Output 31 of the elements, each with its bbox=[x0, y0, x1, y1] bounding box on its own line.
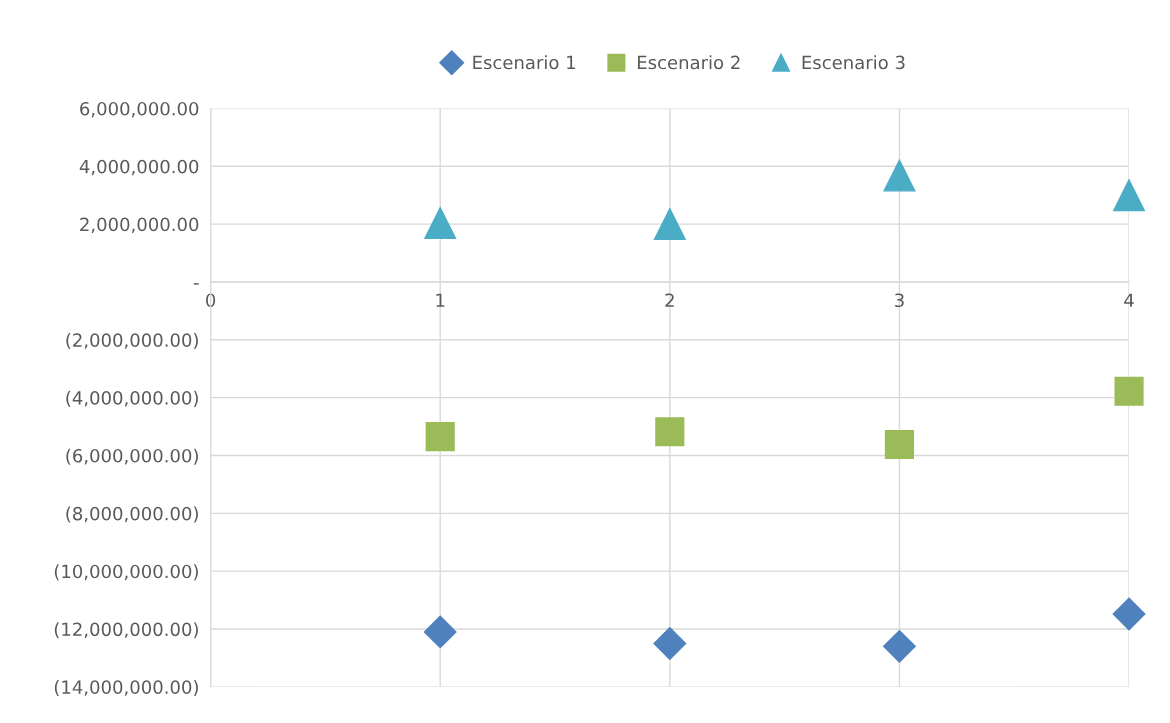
y-tick-label: (4,000,000.00) bbox=[66, 390, 198, 407]
point bbox=[1113, 179, 1146, 212]
point bbox=[653, 627, 687, 660]
point bbox=[884, 429, 915, 460]
point bbox=[423, 615, 457, 649]
x-tick-label: 2 bbox=[665, 293, 674, 307]
y-tick-label: (14,000,000.00) bbox=[54, 680, 198, 697]
legend-label: Escenario 1 bbox=[473, 55, 575, 70]
y-tick-label: (6,000,000.00) bbox=[66, 448, 198, 465]
x-tick-label: 4 bbox=[1124, 293, 1134, 307]
y-tick-label: (8,000,000.00) bbox=[66, 506, 198, 523]
x-tick-label: 1 bbox=[436, 293, 445, 307]
point bbox=[424, 207, 457, 239]
x-tick-label: 3 bbox=[895, 293, 904, 308]
y-tick-label: 4,000,000.00 bbox=[79, 159, 199, 176]
y-tick-label: (10,000,000.00) bbox=[54, 564, 198, 581]
legend-label: Escenario 3 bbox=[802, 55, 905, 70]
point bbox=[1114, 376, 1144, 406]
point bbox=[655, 417, 685, 447]
point bbox=[425, 422, 455, 452]
y-tick-label: (12,000,000.00) bbox=[54, 622, 198, 639]
legend-label: Escenario 2 bbox=[638, 55, 740, 70]
point bbox=[883, 629, 916, 663]
y-tick-label: - bbox=[193, 283, 199, 285]
y-tick-label: (2,000,000.00) bbox=[66, 332, 198, 350]
point bbox=[883, 159, 916, 192]
y-tick-label: 2,000,000.00 bbox=[80, 217, 199, 234]
point bbox=[1112, 597, 1146, 631]
x-tick-label: 0 bbox=[206, 293, 216, 308]
point bbox=[653, 208, 686, 241]
y-tick-label: 6,000,000.00 bbox=[80, 101, 199, 118]
